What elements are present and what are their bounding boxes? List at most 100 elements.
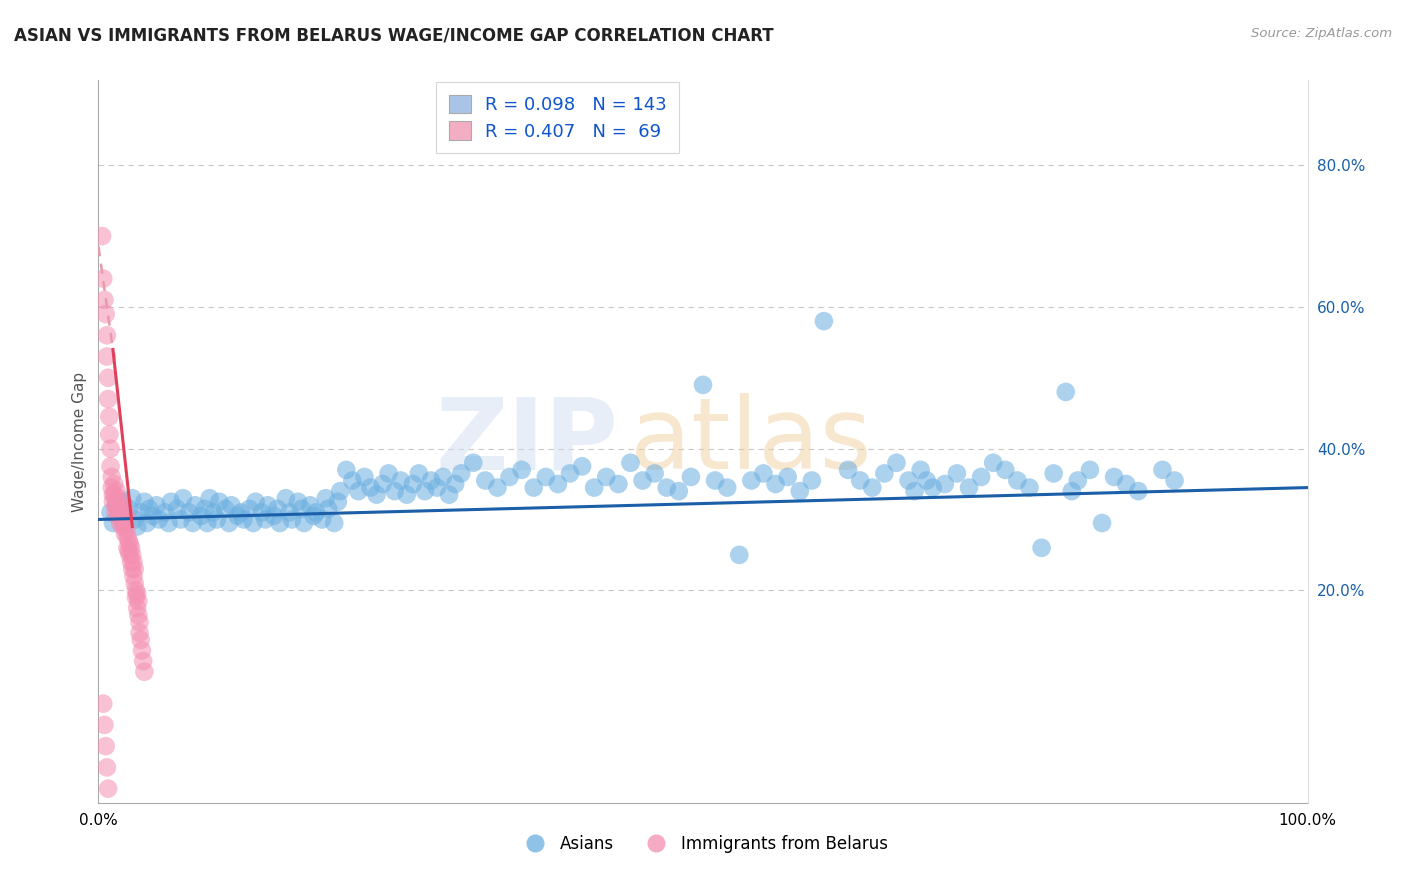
Point xyxy=(114,519,136,533)
Point xyxy=(1007,474,1029,488)
Point xyxy=(128,625,150,640)
Point xyxy=(765,477,787,491)
Point xyxy=(644,467,666,481)
Point xyxy=(571,459,593,474)
Point xyxy=(134,665,156,679)
Point xyxy=(105,494,128,508)
Point xyxy=(190,508,212,523)
Point xyxy=(679,470,702,484)
Legend: Asians, Immigrants from Belarus: Asians, Immigrants from Belarus xyxy=(512,828,894,860)
Point xyxy=(127,608,149,623)
Point xyxy=(498,470,520,484)
Point xyxy=(315,491,337,506)
Point xyxy=(342,474,364,488)
Point xyxy=(1078,463,1101,477)
Point xyxy=(93,293,115,307)
Point xyxy=(994,463,1017,477)
Point xyxy=(437,488,460,502)
Point xyxy=(127,594,149,608)
Point xyxy=(125,583,148,598)
Point xyxy=(849,474,872,488)
Point xyxy=(111,494,134,508)
Point xyxy=(91,697,114,711)
Point xyxy=(329,484,352,499)
Point xyxy=(408,467,430,481)
Point xyxy=(103,477,125,491)
Point xyxy=(510,463,533,477)
Point xyxy=(292,516,315,530)
Point xyxy=(96,350,118,364)
Point xyxy=(122,555,145,569)
Point xyxy=(125,591,148,605)
Point xyxy=(104,498,127,512)
Point xyxy=(108,501,131,516)
Point xyxy=(1042,467,1064,481)
Point xyxy=(121,491,143,506)
Point xyxy=(218,516,240,530)
Point xyxy=(934,477,956,491)
Point xyxy=(205,512,228,526)
Point xyxy=(226,508,249,523)
Point xyxy=(94,739,117,753)
Point xyxy=(395,488,418,502)
Point xyxy=(281,512,304,526)
Point xyxy=(110,498,132,512)
Point xyxy=(239,501,262,516)
Point xyxy=(214,501,236,516)
Point xyxy=(112,512,135,526)
Point xyxy=(110,505,132,519)
Point xyxy=(121,562,143,576)
Point xyxy=(232,512,254,526)
Point xyxy=(740,474,762,488)
Point xyxy=(904,484,927,499)
Point xyxy=(97,371,120,385)
Y-axis label: Wage/Income Gap: Wage/Income Gap xyxy=(72,371,87,512)
Point xyxy=(117,530,139,544)
Point xyxy=(108,516,131,530)
Point xyxy=(108,491,131,506)
Point xyxy=(486,481,509,495)
Point xyxy=(450,467,472,481)
Point xyxy=(128,615,150,630)
Point xyxy=(101,516,124,530)
Point xyxy=(389,474,412,488)
Point xyxy=(100,470,122,484)
Point xyxy=(1163,474,1185,488)
Point xyxy=(104,505,127,519)
Point xyxy=(1018,481,1040,495)
Point xyxy=(547,477,569,491)
Point xyxy=(132,654,155,668)
Text: ASIAN VS IMMIGRANTS FROM BELARUS WAGE/INCOME GAP CORRELATION CHART: ASIAN VS IMMIGRANTS FROM BELARUS WAGE/IN… xyxy=(14,27,773,45)
Point xyxy=(103,488,125,502)
Point xyxy=(100,459,122,474)
Point xyxy=(221,498,243,512)
Point xyxy=(153,505,176,519)
Point xyxy=(184,498,207,512)
Point xyxy=(353,470,375,484)
Point xyxy=(157,516,180,530)
Point xyxy=(716,481,738,495)
Point xyxy=(118,533,141,548)
Point xyxy=(111,512,134,526)
Point xyxy=(1091,516,1114,530)
Point xyxy=(558,467,581,481)
Point xyxy=(1031,541,1053,555)
Point xyxy=(534,470,557,484)
Point xyxy=(195,516,218,530)
Point xyxy=(131,643,153,657)
Point xyxy=(96,328,118,343)
Point xyxy=(250,505,273,519)
Point xyxy=(160,494,183,508)
Point xyxy=(1115,477,1137,491)
Point xyxy=(129,505,152,519)
Point xyxy=(114,516,136,530)
Point xyxy=(728,548,751,562)
Point xyxy=(181,516,204,530)
Point xyxy=(287,494,309,508)
Point xyxy=(118,548,141,562)
Point xyxy=(607,477,630,491)
Point xyxy=(752,467,775,481)
Point xyxy=(323,516,346,530)
Point xyxy=(120,555,142,569)
Point xyxy=(970,470,993,484)
